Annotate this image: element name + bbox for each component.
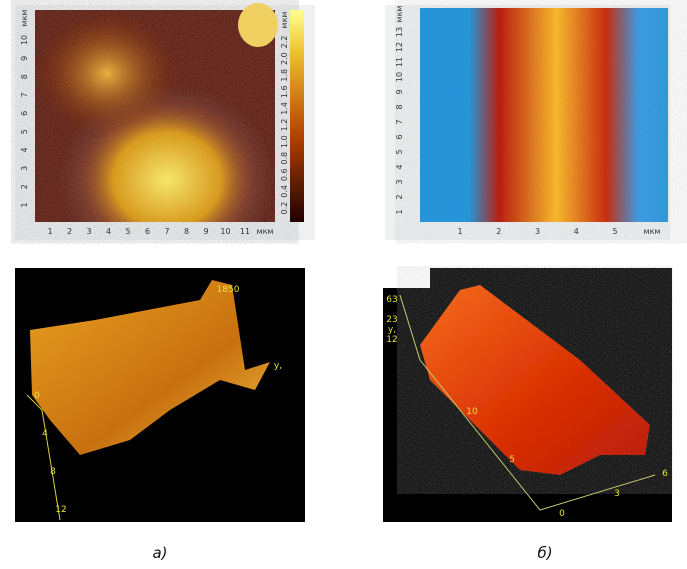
y-tick-label: 7 xyxy=(20,92,29,97)
z-tick-label: 12 xyxy=(386,335,397,345)
z-tick-label: 4 xyxy=(42,429,48,439)
z-tick-label: 12 xyxy=(55,505,66,515)
y-tick-label: 9 xyxy=(395,89,404,94)
x-tick-label: 4 xyxy=(106,227,111,236)
x-tick-label: 1 xyxy=(47,227,52,236)
y-tick-label: 3 xyxy=(395,179,404,184)
z-tick-label: 8 xyxy=(50,467,56,477)
x-tick-label: 6 xyxy=(145,227,150,236)
x-tick-label: 3 xyxy=(535,227,540,236)
panel-a-map xyxy=(15,3,315,240)
z-tick-label: 0 xyxy=(34,391,40,401)
y-tick-label: 13 xyxy=(395,27,404,37)
y-unit: мкм xyxy=(20,10,29,27)
x-tick-label: 1 xyxy=(457,227,462,236)
colorbar-label: 0.6 xyxy=(280,168,289,181)
depth-tick-label: 10 xyxy=(466,407,478,417)
corner-label: 0 xyxy=(559,509,565,519)
y-tick-label: 4 xyxy=(20,147,29,152)
x-unit: мкм xyxy=(257,227,274,236)
x-tick-label: 4 xyxy=(574,227,579,236)
x-tick-label: 11 xyxy=(240,227,250,236)
depth-tick-label: 5 xyxy=(509,455,515,465)
x-tick-label: 3 xyxy=(86,227,91,236)
colorbar-label: 0.8 xyxy=(280,152,289,165)
colorbar-label: 1.6 xyxy=(280,85,289,98)
y-tick-label: 6 xyxy=(20,111,29,116)
y-tick-label: 6 xyxy=(395,134,404,139)
x-tick-label: 8 xyxy=(184,227,189,236)
colorbar-label: 2.2 xyxy=(280,36,289,49)
y-tick-label: 2 xyxy=(20,184,29,189)
y-tick-label: 1 xyxy=(20,202,29,207)
z-tick-label: 23 xyxy=(386,315,397,325)
colorbar-label: 1.2 xyxy=(280,119,289,132)
x-tick-label: 7 xyxy=(164,227,169,236)
colorbar-label: 0.2 xyxy=(280,202,289,215)
x-tick-label: 10 xyxy=(220,227,230,236)
z-tick-label: 63 xyxy=(386,295,397,305)
colorbar-label: 1.8 xyxy=(280,69,289,82)
y-tick-label: 5 xyxy=(20,129,29,134)
colorbar-label: 0.4 xyxy=(280,185,289,198)
x-unit: мкм xyxy=(644,227,661,236)
panel-b-3d xyxy=(383,268,672,522)
y-tick-label: 12 xyxy=(395,42,404,52)
colorbar-unit: мкм xyxy=(280,12,289,29)
y-tick-label: 5 xyxy=(395,149,404,154)
axis-label: y, xyxy=(388,325,396,335)
front-tick-label: 6 xyxy=(662,469,668,479)
colorbar-label: 1.0 xyxy=(280,135,289,148)
y-unit: мкм xyxy=(395,6,404,23)
y-tick-label: 8 xyxy=(395,104,404,109)
y-tick-label: 11 xyxy=(395,57,404,67)
caption: а) xyxy=(152,544,167,562)
colorbar-label: 2.0 xyxy=(280,52,289,65)
x-tick-label: 2 xyxy=(67,227,72,236)
y-tick-label: 10 xyxy=(20,35,29,45)
y-tick-label: 7 xyxy=(395,119,404,124)
x-tick-label: 5 xyxy=(612,227,617,236)
y-tick-label: 10 xyxy=(395,72,404,82)
x-tick-label: 5 xyxy=(125,227,130,236)
x-tick-label: 2 xyxy=(496,227,501,236)
y-tick-label: 1 xyxy=(395,209,404,214)
caption: б) xyxy=(537,544,552,562)
x-tick-label: 9 xyxy=(203,227,208,236)
panel-a-3d xyxy=(15,268,305,522)
colorbar-label: 1.4 xyxy=(280,102,289,115)
panel-b-map xyxy=(385,5,670,240)
front-tick-label: 3 xyxy=(614,489,620,499)
peak-label: 1850 xyxy=(217,285,240,295)
axis-label: y, xyxy=(274,361,282,371)
y-tick-label: 2 xyxy=(395,194,404,199)
y-tick-label: 8 xyxy=(20,74,29,79)
y-tick-label: 9 xyxy=(20,56,29,61)
y-tick-label: 4 xyxy=(395,164,404,169)
y-tick-label: 3 xyxy=(20,166,29,171)
